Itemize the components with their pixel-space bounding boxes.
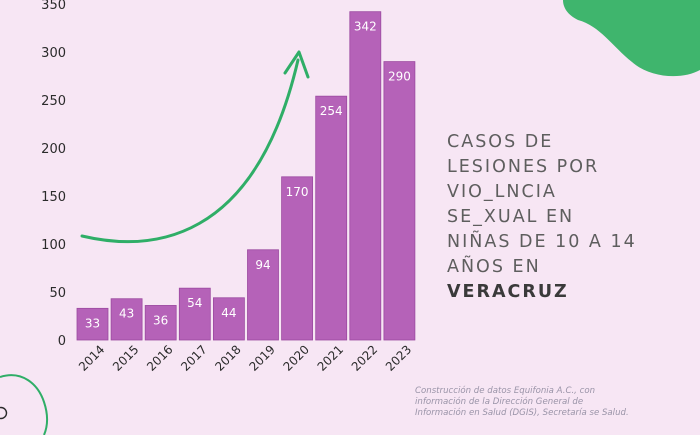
data-label-2022: 342 bbox=[354, 20, 377, 34]
trend-arrow-shaft bbox=[80, 58, 300, 244]
bar-2020 bbox=[281, 176, 314, 341]
y-tick-label-0: 0 bbox=[58, 334, 66, 349]
y-tick-label-1: 50 bbox=[49, 286, 66, 301]
trend-arrow-head bbox=[283, 50, 310, 79]
y-tick-label-3: 150 bbox=[41, 190, 66, 205]
bar-2017 bbox=[178, 287, 211, 341]
y-tick-label-2: 100 bbox=[41, 238, 66, 253]
bar-2019 bbox=[247, 249, 279, 341]
green-corner-arc bbox=[0, 374, 48, 435]
title-line-1: CASOS DE bbox=[447, 132, 554, 152]
title-line-5: NIÑAS DE 10 A 14 bbox=[447, 232, 637, 252]
bar-2016 bbox=[144, 305, 177, 341]
corner-ring-icon bbox=[0, 406, 8, 420]
title-emphasis: VERACRUZ bbox=[447, 282, 569, 302]
title-line-6: AÑOS EN bbox=[447, 257, 541, 277]
source-line-2: información de la Dirección General de bbox=[415, 397, 584, 407]
x-tick-label-2018: 2018 bbox=[212, 342, 243, 373]
data-label-2015: 43 bbox=[119, 307, 134, 321]
data-label-2018: 44 bbox=[221, 306, 236, 320]
data-label-2020: 170 bbox=[286, 185, 309, 199]
source-line-3: Información en Salud (DGIS), Secretaría … bbox=[415, 408, 629, 418]
bar-2015 bbox=[110, 298, 143, 341]
y-tick-label-5: 250 bbox=[41, 94, 66, 109]
x-tick-label-2020: 2020 bbox=[281, 342, 312, 373]
x-tick-label-2021: 2021 bbox=[315, 342, 346, 373]
source-line-1: Construcción de datos Equifonia A.C., co… bbox=[415, 386, 596, 396]
title-line-3: VIO_LNCIA bbox=[447, 182, 557, 202]
x-tick-label-2023: 2023 bbox=[383, 342, 414, 373]
bar-2023 bbox=[383, 61, 416, 341]
x-tick-label-2019: 2019 bbox=[246, 342, 277, 373]
x-tick-label-2015: 2015 bbox=[110, 342, 141, 373]
data-label-2017: 54 bbox=[187, 296, 202, 310]
y-tick-label-7: 350 bbox=[41, 0, 66, 13]
data-label-2019: 94 bbox=[255, 258, 270, 272]
data-label-2023: 290 bbox=[388, 70, 411, 84]
data-label-2014: 33 bbox=[85, 316, 100, 330]
chart-title: CASOS DE LESIONES POR VIO_LNCIA SE_XUAL … bbox=[447, 130, 687, 305]
bar-2022 bbox=[349, 11, 382, 341]
y-tick-label-4: 200 bbox=[41, 142, 66, 157]
bar-2018 bbox=[212, 297, 245, 341]
x-tick-label-2017: 2017 bbox=[178, 342, 209, 373]
x-tick-label-2014: 2014 bbox=[76, 342, 107, 373]
title-line-4: SE_XUAL EN bbox=[447, 207, 575, 227]
data-label-2021: 254 bbox=[320, 104, 343, 118]
bar-2014 bbox=[76, 307, 109, 341]
y-tick-label-6: 300 bbox=[41, 46, 66, 61]
title-line-2: LESIONES POR bbox=[447, 157, 600, 177]
data-label-2016: 36 bbox=[153, 313, 168, 327]
x-tick-label-2022: 2022 bbox=[349, 342, 380, 373]
source-note: Construcción de datos Equifonia A.C., co… bbox=[415, 386, 695, 419]
x-tick-label-2016: 2016 bbox=[144, 342, 175, 373]
bar-2021 bbox=[315, 95, 348, 341]
green-corner-blob bbox=[563, 0, 700, 77]
